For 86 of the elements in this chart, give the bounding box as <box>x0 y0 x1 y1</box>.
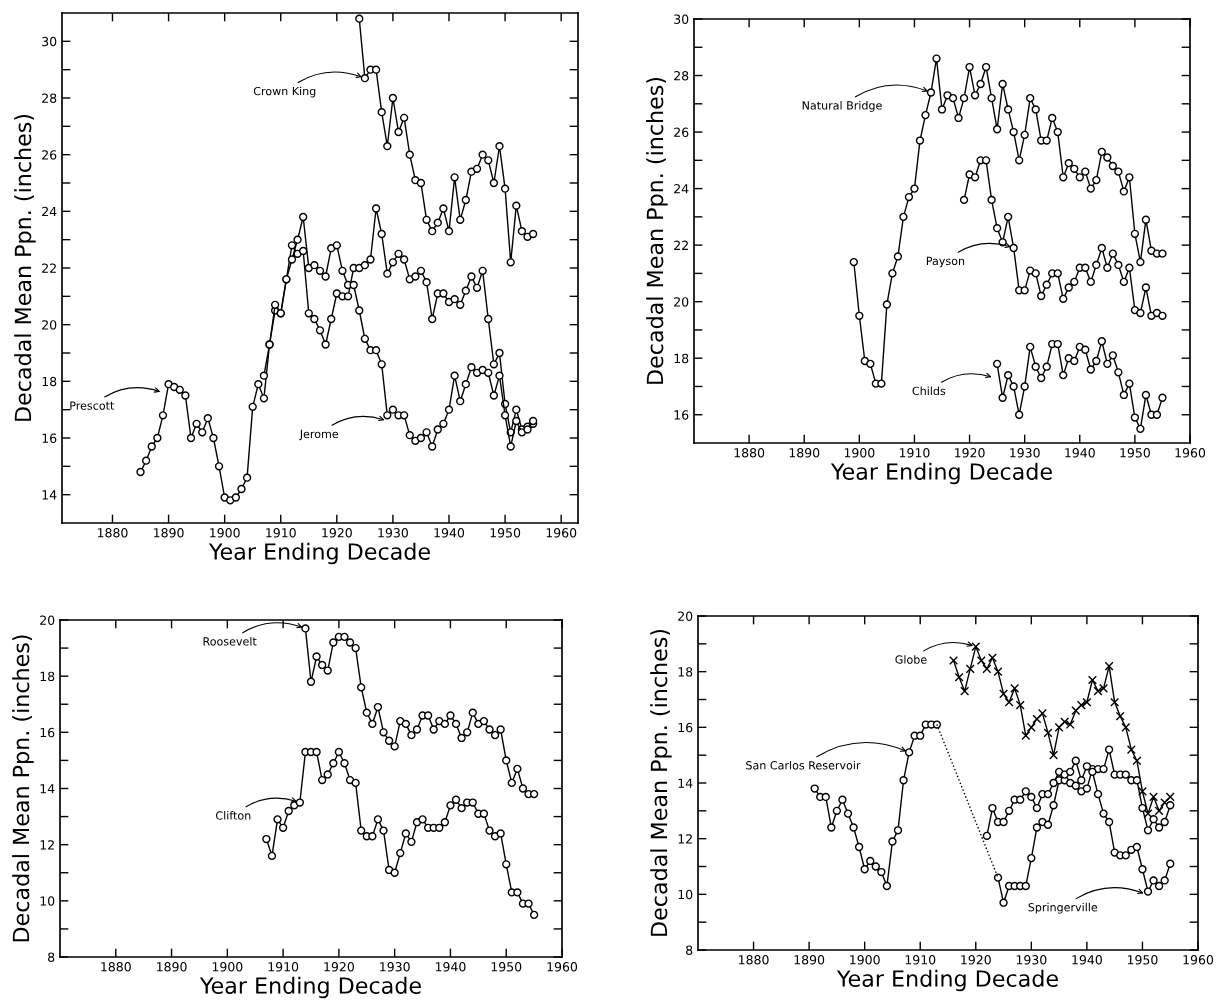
x-tick-label: 1940 <box>435 962 466 972</box>
y-tick-label: 8 <box>686 945 693 955</box>
x-tick-label: 1900 <box>212 962 243 972</box>
y-tick-label: 22 <box>42 263 56 273</box>
annotation: Jerome <box>299 429 339 441</box>
annotation: Clifton <box>216 811 251 820</box>
y-tick-label: 12 <box>40 840 54 850</box>
x-tick-label: 1940 <box>1065 448 1095 458</box>
x-tick-label: 1890 <box>789 448 820 458</box>
x-tick-label: 1950 <box>1127 955 1158 965</box>
x-axis-title: Year Ending Decade <box>836 969 1058 992</box>
y-tick-label: 22 <box>674 240 688 250</box>
x-tick-label: 1930 <box>1010 448 1040 458</box>
annotation: Prescott <box>70 401 115 410</box>
x-tick-label: 1960 <box>547 962 578 972</box>
y-tick-label: 18 <box>674 353 689 364</box>
annotation: Childs <box>912 386 946 396</box>
x-tick-label: 1920 <box>324 962 354 972</box>
y-tick-label: 18 <box>40 671 55 682</box>
y-tick-label: 16 <box>42 433 57 443</box>
x-tick-label: 1900 <box>844 448 875 458</box>
x-tick-label: 1910 <box>905 955 936 965</box>
x-tick-label: 1930 <box>378 528 408 538</box>
x-axis-title: Year Ending Decade <box>199 976 421 999</box>
x-tick-label: 1960 <box>1183 955 1214 965</box>
x-tick-label: 1920 <box>961 955 991 965</box>
y-tick-label: 20 <box>40 615 55 625</box>
annotation: Crown King <box>253 86 316 98</box>
x-tick-label: 1950 <box>1120 448 1150 458</box>
x-tick-label: 1890 <box>157 962 187 972</box>
x-axis-title: Year Ending Decade <box>208 542 430 565</box>
x-tick-label: 1910 <box>899 448 930 458</box>
y-axis-title: Decadal Mean Ppn. (inches) <box>646 77 668 384</box>
y-tick-label: 16 <box>678 722 693 733</box>
y-axis-title: Decadal Mean Ppn. (inches) <box>14 114 36 421</box>
x-tick-label: 1880 <box>97 528 128 538</box>
y-tick-label: 14 <box>40 784 55 794</box>
x-tick-label: 1880 <box>734 448 765 458</box>
y-tick-label: 14 <box>678 778 693 788</box>
x-tick-label: 1880 <box>739 955 769 965</box>
x-tick-label: 1940 <box>1072 955 1102 965</box>
y-tick-label: 30 <box>674 14 689 24</box>
x-tick-label: 1900 <box>210 528 240 538</box>
y-axis-title: Decadal Mean Ppn. (inches) <box>650 629 672 936</box>
x-tick-label: 1910 <box>268 962 299 972</box>
annotation: Springerville <box>1028 902 1098 914</box>
x-axis-title: Year Ending Decade <box>830 462 1052 485</box>
y-tick-label: 28 <box>42 93 57 103</box>
x-tick-label: 1920 <box>322 528 352 538</box>
y-tick-label: 10 <box>678 889 693 900</box>
y-tick-label: 20 <box>674 297 689 307</box>
y-tick-label: 30 <box>42 36 57 47</box>
y-tick-label: 20 <box>678 611 693 621</box>
y-tick-label: 18 <box>678 667 693 677</box>
y-tick-label: 20 <box>42 320 57 330</box>
annotation: Payson <box>926 256 965 268</box>
x-tick-label: 1950 <box>491 962 522 972</box>
annotation: Roosevelt <box>203 636 257 646</box>
y-tick-label: 16 <box>40 727 55 738</box>
y-tick-label: 12 <box>678 834 692 844</box>
y-tick-label: 28 <box>674 71 689 81</box>
x-tick-label: 1920 <box>955 448 985 458</box>
y-tick-label: 26 <box>42 150 57 160</box>
x-tick-label: 1950 <box>490 528 521 538</box>
x-tick-label: 1910 <box>266 528 296 538</box>
y-tick-label: 24 <box>42 206 57 217</box>
x-tick-label: 1890 <box>154 528 184 538</box>
y-tick-label: 10 <box>40 896 55 906</box>
x-tick-label: 1900 <box>850 955 880 965</box>
y-tick-label: 14 <box>42 490 57 500</box>
annotation: Natural Bridge <box>802 101 882 112</box>
y-tick-label: 26 <box>674 127 689 137</box>
x-tick-label: 1880 <box>101 962 131 972</box>
x-tick-label: 1940 <box>434 528 465 538</box>
y-tick-label: 24 <box>674 184 689 194</box>
y-tick-label: 8 <box>48 952 55 962</box>
y-axis-title: Decadal Mean Ppn. (inches) <box>12 635 34 942</box>
y-tick-label: 16 <box>674 410 689 420</box>
y-tick-label: 18 <box>42 376 57 387</box>
x-tick-label: 1930 <box>380 962 410 972</box>
x-tick-label: 1960 <box>1175 448 1206 458</box>
annotation: Globe <box>895 655 927 664</box>
x-tick-label: 1930 <box>1016 955 1047 965</box>
x-tick-label: 1960 <box>546 528 577 538</box>
annotation: San Carlos Reservoir <box>746 760 861 770</box>
x-tick-label: 1890 <box>794 955 825 965</box>
